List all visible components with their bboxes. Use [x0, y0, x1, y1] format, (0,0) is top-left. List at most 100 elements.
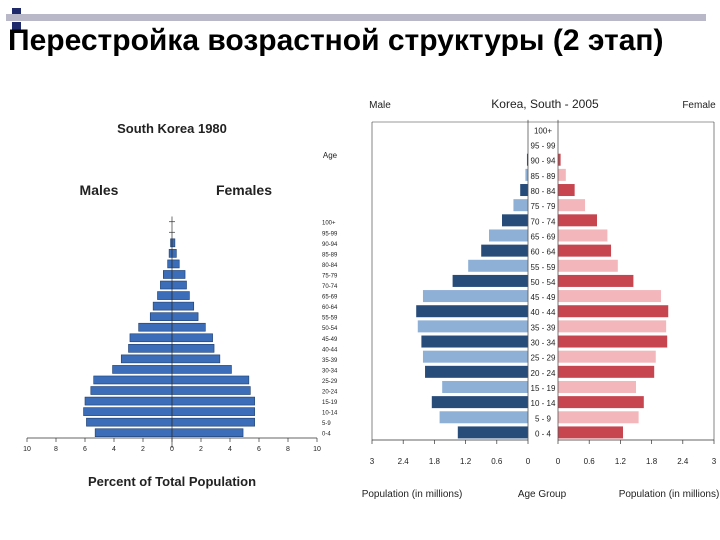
chart2005-bar-female: [558, 168, 566, 181]
chart2005-bar-female: [558, 380, 636, 393]
chart1980-age-label: 65-69: [322, 295, 338, 301]
chart2005-bar-male: [431, 396, 528, 409]
chart2005-bar-male: [439, 411, 528, 424]
chart1980-x-tick-label: 6: [257, 446, 261, 453]
chart1980-title: South Korea 1980: [117, 121, 227, 136]
chart2005-bar-female: [558, 153, 561, 166]
chart2005-bar-female: [558, 396, 644, 409]
chart2005-bar-female: [558, 426, 623, 439]
chart2005-bar-male: [525, 168, 528, 181]
chart2005-age-label: 75 - 79: [531, 202, 556, 211]
chart1980-x-tick-label: 10: [23, 446, 31, 453]
chart2005-bar-male: [526, 153, 528, 166]
chart1980-age-label: 35-39: [322, 358, 338, 364]
chart2005-age-label: 45 - 49: [531, 293, 556, 302]
chart1980-age-label: 75-79: [322, 273, 338, 279]
chart1980-age-label: 70-74: [322, 284, 338, 290]
chart2005-bar-male: [416, 305, 528, 318]
chart2005-x-tick-label-left: 0.6: [491, 457, 503, 466]
chart2005-bar-female: [558, 184, 575, 197]
chart1980-age-label: 55-59: [322, 316, 338, 322]
chart2005-age-label: 0 - 4: [535, 429, 552, 438]
chart2005-age-label: 55 - 59: [531, 263, 556, 272]
chart2005-xlabel-center: Age Group: [518, 489, 567, 500]
chart2005-bar-female: [558, 229, 608, 242]
chart1980-males-label: Males: [80, 182, 119, 198]
chart2005-age-label: 50 - 54: [531, 278, 556, 287]
chart2005-x-tick-label-left: 0: [526, 457, 531, 466]
chart1980-age-label: Age: [323, 151, 338, 160]
chart1980-xlabel: Percent of Total Population: [88, 474, 256, 489]
chart2005-age-label: 30 - 34: [531, 339, 556, 348]
chart1980-x-tick-label: 6: [83, 446, 87, 453]
chart1980-x-tick-label: 4: [112, 446, 116, 453]
chart2005-bar-male: [442, 380, 528, 393]
chart2005-bar-female: [558, 365, 655, 378]
chart2005-bar-male: [452, 274, 528, 287]
chart2005-bar-female: [558, 350, 656, 363]
chart2005-bar-female: [558, 335, 668, 348]
chart2005-age-label: 95 - 99: [531, 142, 556, 151]
chart2005-age-label: 25 - 29: [531, 354, 556, 363]
chart2005-bar-female: [558, 274, 634, 287]
chart1980-x-tick-label: 8: [54, 446, 58, 453]
slide-title: Перестройка возрастной структуры (2 этап…: [8, 24, 664, 57]
chart1980-x-tick-label: 10: [313, 446, 321, 453]
chart2005-age-label: 60 - 64: [531, 248, 556, 257]
chart2005-bar-female: [558, 199, 586, 212]
chart2005-x-tick-label-right: 3: [712, 457, 717, 466]
chart1980-x-tick-label: 0: [170, 446, 174, 453]
chart2005-bar-female: [558, 259, 618, 272]
chart1980-age-label: 50-54: [322, 326, 338, 332]
chart2005-bar-male: [421, 335, 528, 348]
chart2005-bar-male: [520, 184, 528, 197]
chart1980-age-label: 85-89: [322, 252, 338, 258]
chart2005-bar-male: [417, 320, 528, 333]
chart2005-xlabel-right: Population (in millions): [619, 489, 720, 500]
chart2005-age-label: 65 - 69: [531, 232, 556, 241]
chart2005-x-tick-label-right: 0.6: [584, 457, 596, 466]
chart2005-x-tick-label-left: 1.8: [429, 457, 441, 466]
chart1980-age-label: 10-14: [322, 411, 338, 417]
chart1980-age-label: 90-94: [322, 242, 338, 248]
chart1980-age-label: 0-4: [322, 432, 331, 438]
chart2005-bar-female: [558, 411, 639, 424]
chart2005-age-label: 40 - 44: [531, 308, 556, 317]
chart2005-age-label: 5 - 9: [535, 414, 552, 423]
chart2005-age-label: 85 - 89: [531, 172, 556, 181]
chart2005-age-label: 35 - 39: [531, 323, 556, 332]
chart1980-x-tick-label: 8: [286, 446, 290, 453]
chart2005-age-label: 80 - 84: [531, 187, 556, 196]
chart1980-x-tick-label: 2: [141, 446, 145, 453]
chart2005-age-label: 15 - 19: [531, 384, 556, 393]
chart2005-bar-male: [468, 259, 528, 272]
chart2005-xlabel-left: Population (in millions): [362, 489, 463, 500]
chart2005-bar-male: [502, 214, 528, 227]
chart2005-bar-male: [513, 199, 528, 212]
chart2005-bar-male: [457, 426, 528, 439]
chart2005-age-label: 70 - 74: [531, 217, 556, 226]
chart1980-age-label: 30-34: [322, 368, 338, 374]
chart2005-x-tick-label-right: 1.8: [646, 457, 658, 466]
chart1980-age-label: 40-44: [322, 347, 338, 353]
chart1980-age-label: 80-84: [322, 263, 338, 269]
chart2005-male-label: Male: [369, 100, 391, 111]
chart2005-x-tick-label-left: 2.4: [398, 457, 410, 466]
chart2005-age-label: 20 - 24: [531, 369, 556, 378]
chart2005-female-label: Female: [682, 100, 716, 111]
decor-square-bottom: [12, 22, 21, 31]
decor-square-top: [12, 8, 21, 17]
chart2005-x-tick-label-left: 3: [370, 457, 375, 466]
chart1980-age-label: 20-24: [322, 390, 338, 396]
chart2005-x-tick-label-right: 1.2: [615, 457, 627, 466]
chart2005-x-tick-label-right: 2.4: [677, 457, 689, 466]
chart2005-age-label: 10 - 14: [531, 399, 556, 408]
chart1980-age-label: 100+: [322, 221, 336, 227]
chart2005-x-tick-label-left: 1.2: [460, 457, 472, 466]
chart2005-bar-male: [425, 365, 528, 378]
chart2005-bar-female: [558, 290, 661, 303]
chart1980-age-label: 15-19: [322, 400, 338, 406]
chart2005-bar-female: [558, 320, 667, 333]
